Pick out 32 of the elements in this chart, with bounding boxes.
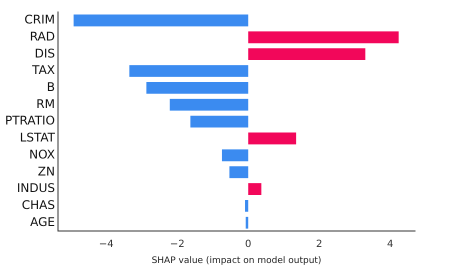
x-tick-label: −2 <box>170 238 185 250</box>
y-tick-label: RM <box>36 96 56 111</box>
bar <box>190 116 248 128</box>
y-tick-label: CRIM <box>24 12 56 27</box>
bar <box>248 31 399 44</box>
bar <box>170 98 248 111</box>
y-tick-label: DIS <box>34 46 56 60</box>
bar <box>248 48 366 60</box>
y-tick-label: INDUS <box>16 181 56 196</box>
x-axis-title: SHAP value (impact on model output) <box>152 256 322 266</box>
x-tick-label: 2 <box>316 238 322 250</box>
bar <box>146 82 248 94</box>
y-tick-label: B <box>46 80 56 94</box>
y-tick-label: ZN <box>38 164 56 178</box>
x-tick-label: 4 <box>386 238 394 250</box>
bar <box>229 166 248 178</box>
bar <box>222 149 248 162</box>
x-tick-label: 0 <box>245 238 252 250</box>
x-tick-label: −4 <box>98 238 114 250</box>
bar <box>245 200 248 212</box>
bar <box>129 65 248 77</box>
y-tick-label: TAX <box>31 63 56 78</box>
bar <box>246 216 248 229</box>
y-tick-label: CHAS <box>22 198 56 212</box>
y-tick-label: LSTAT <box>20 130 56 145</box>
y-tick-label: PTRATIO <box>4 114 56 128</box>
y-tick-label: AGE <box>30 214 56 229</box>
y-tick-label: NOX <box>29 147 56 162</box>
y-tick-label: RAD <box>30 29 56 44</box>
bar <box>74 14 248 26</box>
bar <box>248 132 296 144</box>
bar <box>248 183 262 195</box>
